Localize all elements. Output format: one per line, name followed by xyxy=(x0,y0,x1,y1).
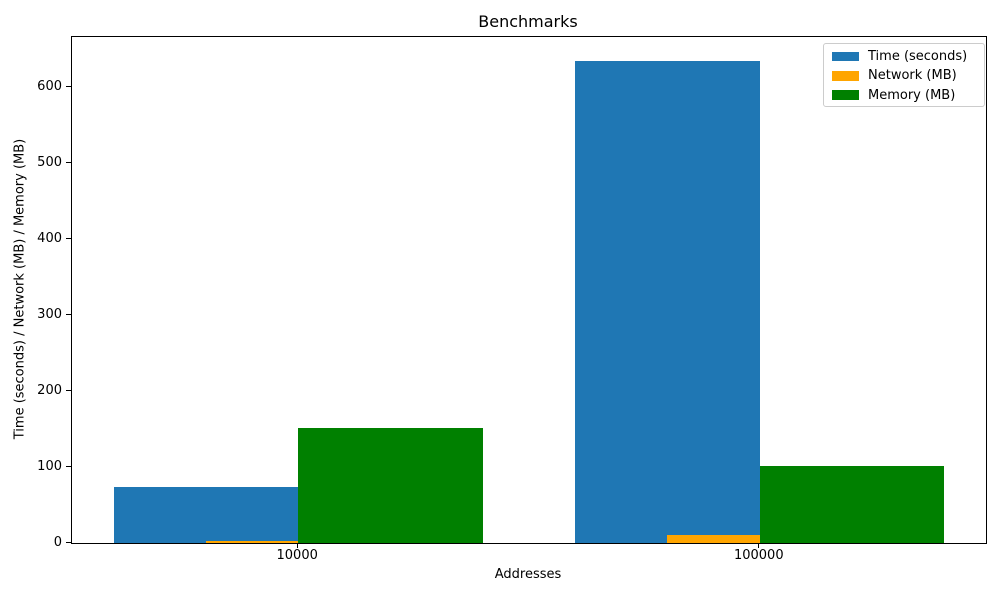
x-tick-mark-100000 xyxy=(758,543,760,548)
y-tick-mark-200 xyxy=(66,389,71,391)
y-tick-label-300: 300 xyxy=(37,306,62,322)
bar-time-seconds-10000 xyxy=(113,486,299,543)
y-tick-label-500: 500 xyxy=(37,154,62,170)
y-tick-mark-400 xyxy=(66,237,71,239)
y-tick-label-400: 400 xyxy=(37,230,62,246)
y-tick-mark-0 xyxy=(66,541,71,543)
legend-swatch-icon xyxy=(832,90,859,100)
y-tick-mark-100 xyxy=(66,465,71,467)
x-axis-label: Addresses xyxy=(494,567,562,582)
x-tick-label-100000: 100000 xyxy=(733,548,784,563)
x-tick-mark-10000 xyxy=(296,543,298,548)
y-tick-label-600: 600 xyxy=(37,78,62,94)
y-tick-label-200: 200 xyxy=(37,382,62,398)
legend: Time (seconds) Network (MB) Memory (MB) xyxy=(823,43,985,107)
plot-area xyxy=(71,36,987,544)
y-tick-mark-500 xyxy=(66,161,71,163)
legend-label: Memory (MB) xyxy=(868,87,956,103)
legend-item-1: Network (MB) xyxy=(832,66,976,85)
y-tick-mark-600 xyxy=(66,85,71,87)
bar-memory-mb-10000 xyxy=(298,427,483,543)
y-tick-label-0: 0 xyxy=(53,534,62,550)
legend-item-2: Memory (MB) xyxy=(832,86,976,105)
legend-label: Time (seconds) xyxy=(868,49,968,65)
bar-network-mb-10000 xyxy=(205,541,391,543)
legend-swatch-icon xyxy=(832,71,859,81)
legend-label: Network (MB) xyxy=(868,68,957,84)
legend-swatch-icon xyxy=(832,51,859,62)
x-tick-label-10000: 10000 xyxy=(276,548,318,563)
legend-item-0: Time (seconds) xyxy=(832,47,976,66)
bar-memory-mb-100000 xyxy=(759,466,945,543)
y-tick-label-100: 100 xyxy=(37,458,62,474)
y-tick-mark-300 xyxy=(66,313,71,315)
bar-time-seconds-100000 xyxy=(575,60,760,543)
chart-title: Benchmarks xyxy=(478,12,578,31)
